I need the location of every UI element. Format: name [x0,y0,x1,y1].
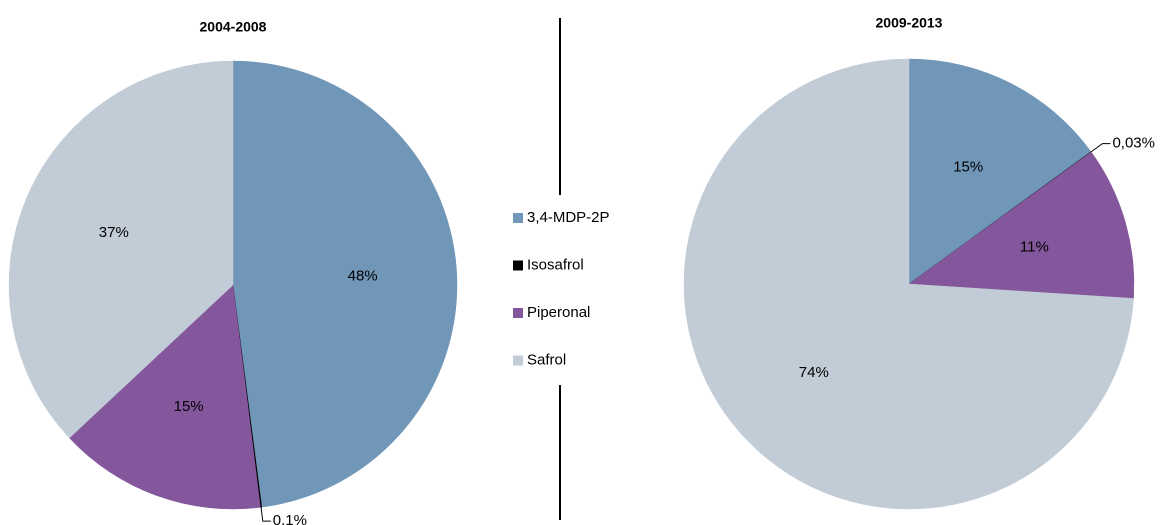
pie-slice [69,284,261,510]
leader-line [1090,143,1111,153]
legend-swatch [513,213,523,223]
legend-swatch [513,260,523,271]
legend-label: Safrol [527,351,566,368]
pie-slice [232,60,458,508]
data-label: 48% [348,268,378,285]
pie-slice [683,58,1134,510]
data-label: 15% [174,398,204,415]
legend-label: 3,4-MDP-2P [527,209,610,226]
data-label: 11% [1020,239,1049,256]
pie-slice [8,60,234,439]
legend-label: Piperonal [527,304,590,321]
chart-title: 2004-2008 [200,19,267,35]
chart-title: 2009-2013 [876,15,943,31]
pie-slice [908,58,1092,285]
pie-slice [908,151,1135,299]
legend-label: Isosafrol [527,256,584,273]
legend-swatch [513,308,523,318]
data-label: 15% [953,159,983,176]
data-label: 0,1% [273,512,307,525]
legend-swatch [513,355,523,366]
data-label: 74% [799,364,829,381]
data-label: 0,03% [1112,135,1155,152]
leader-line [260,507,271,522]
data-label: 37% [99,224,129,241]
